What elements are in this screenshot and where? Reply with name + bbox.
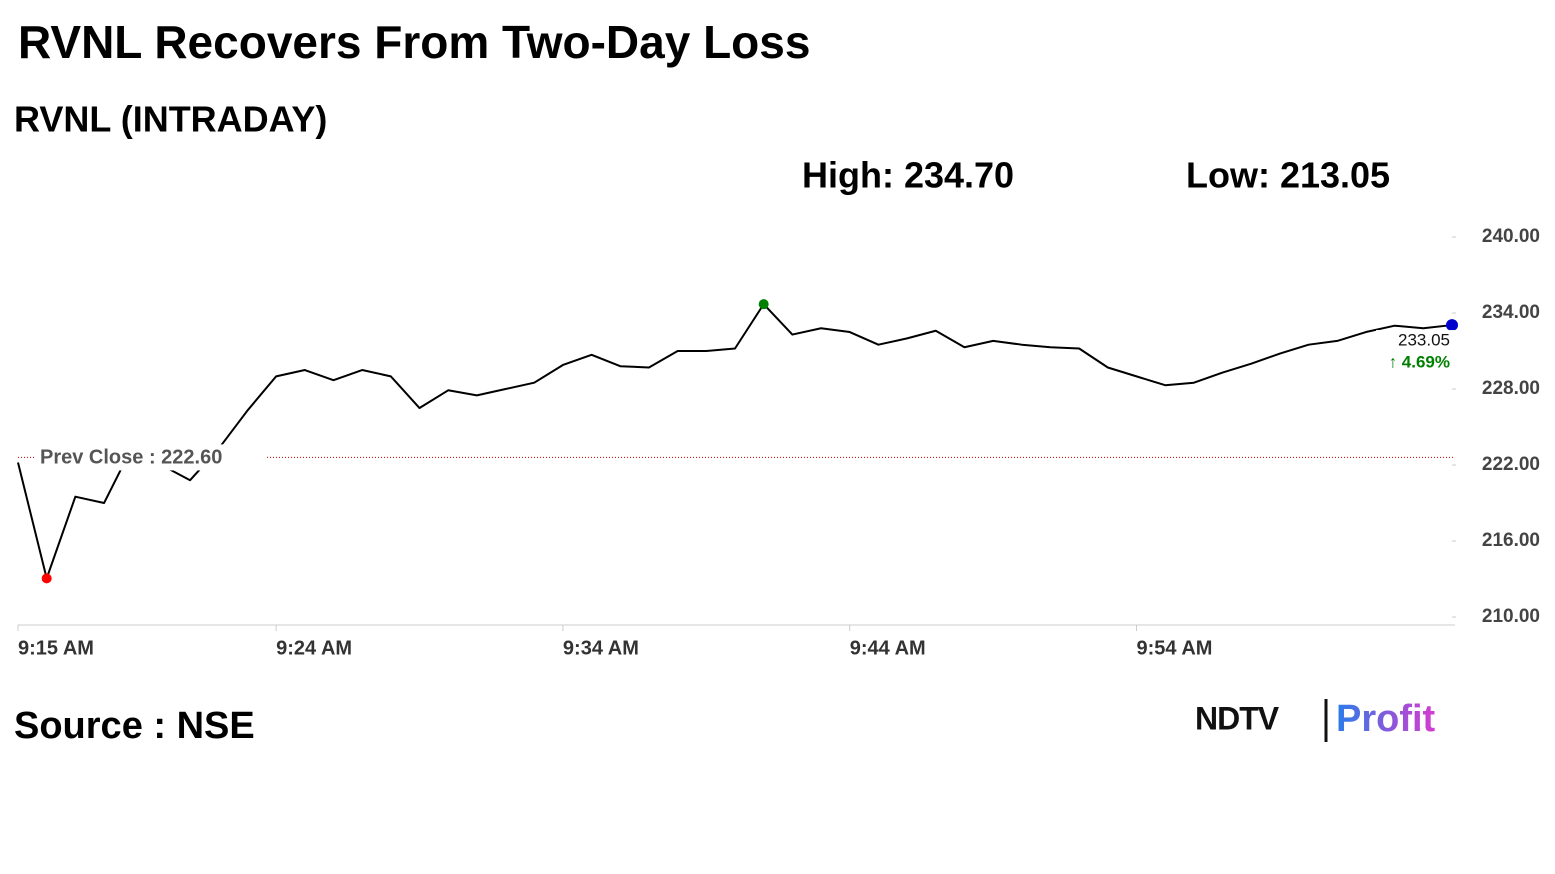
low-point: [41, 573, 52, 584]
high-point: [758, 299, 769, 310]
y-tick-label: 222.00: [1482, 454, 1540, 475]
last-label-bg: [1376, 330, 1456, 377]
x-tick-label: 9:34 AM: [563, 637, 639, 659]
y-tick-label: 216.00: [1482, 530, 1540, 551]
x-tick-label: 9:24 AM: [276, 637, 352, 659]
brand-product: Profit: [1336, 698, 1436, 740]
prev-close-label: Prev Close : 222.60: [40, 447, 222, 469]
high-label: High: 234.70: [802, 155, 1014, 196]
prev-close-bg: [34, 444, 266, 471]
x-tick-label: 9:44 AM: [850, 637, 926, 659]
y-tick-label: 210.00: [1482, 606, 1540, 627]
change-label: ↑ 4.69%: [1389, 353, 1450, 372]
chart-subtitle: RVNL (INTRADAY): [14, 99, 327, 140]
y-tick-label: 234.00: [1482, 302, 1540, 323]
x-tick-label: 9:15 AM: [18, 637, 94, 659]
last-point: [1446, 319, 1458, 332]
brand-name: NDTV: [1195, 700, 1280, 736]
y-tick-label: 240.00: [1482, 226, 1540, 247]
low-label: Low: 213.05: [1186, 155, 1390, 196]
chart-title: RVNL Recovers From Two-Day Loss: [18, 16, 810, 68]
price-line: [17, 303, 1453, 580]
last-label: 233.05: [1398, 331, 1450, 350]
source: Source : NSE: [14, 705, 255, 747]
x-tick-label: 9:54 AM: [1137, 637, 1213, 659]
y-tick-label: 228.00: [1482, 378, 1540, 399]
